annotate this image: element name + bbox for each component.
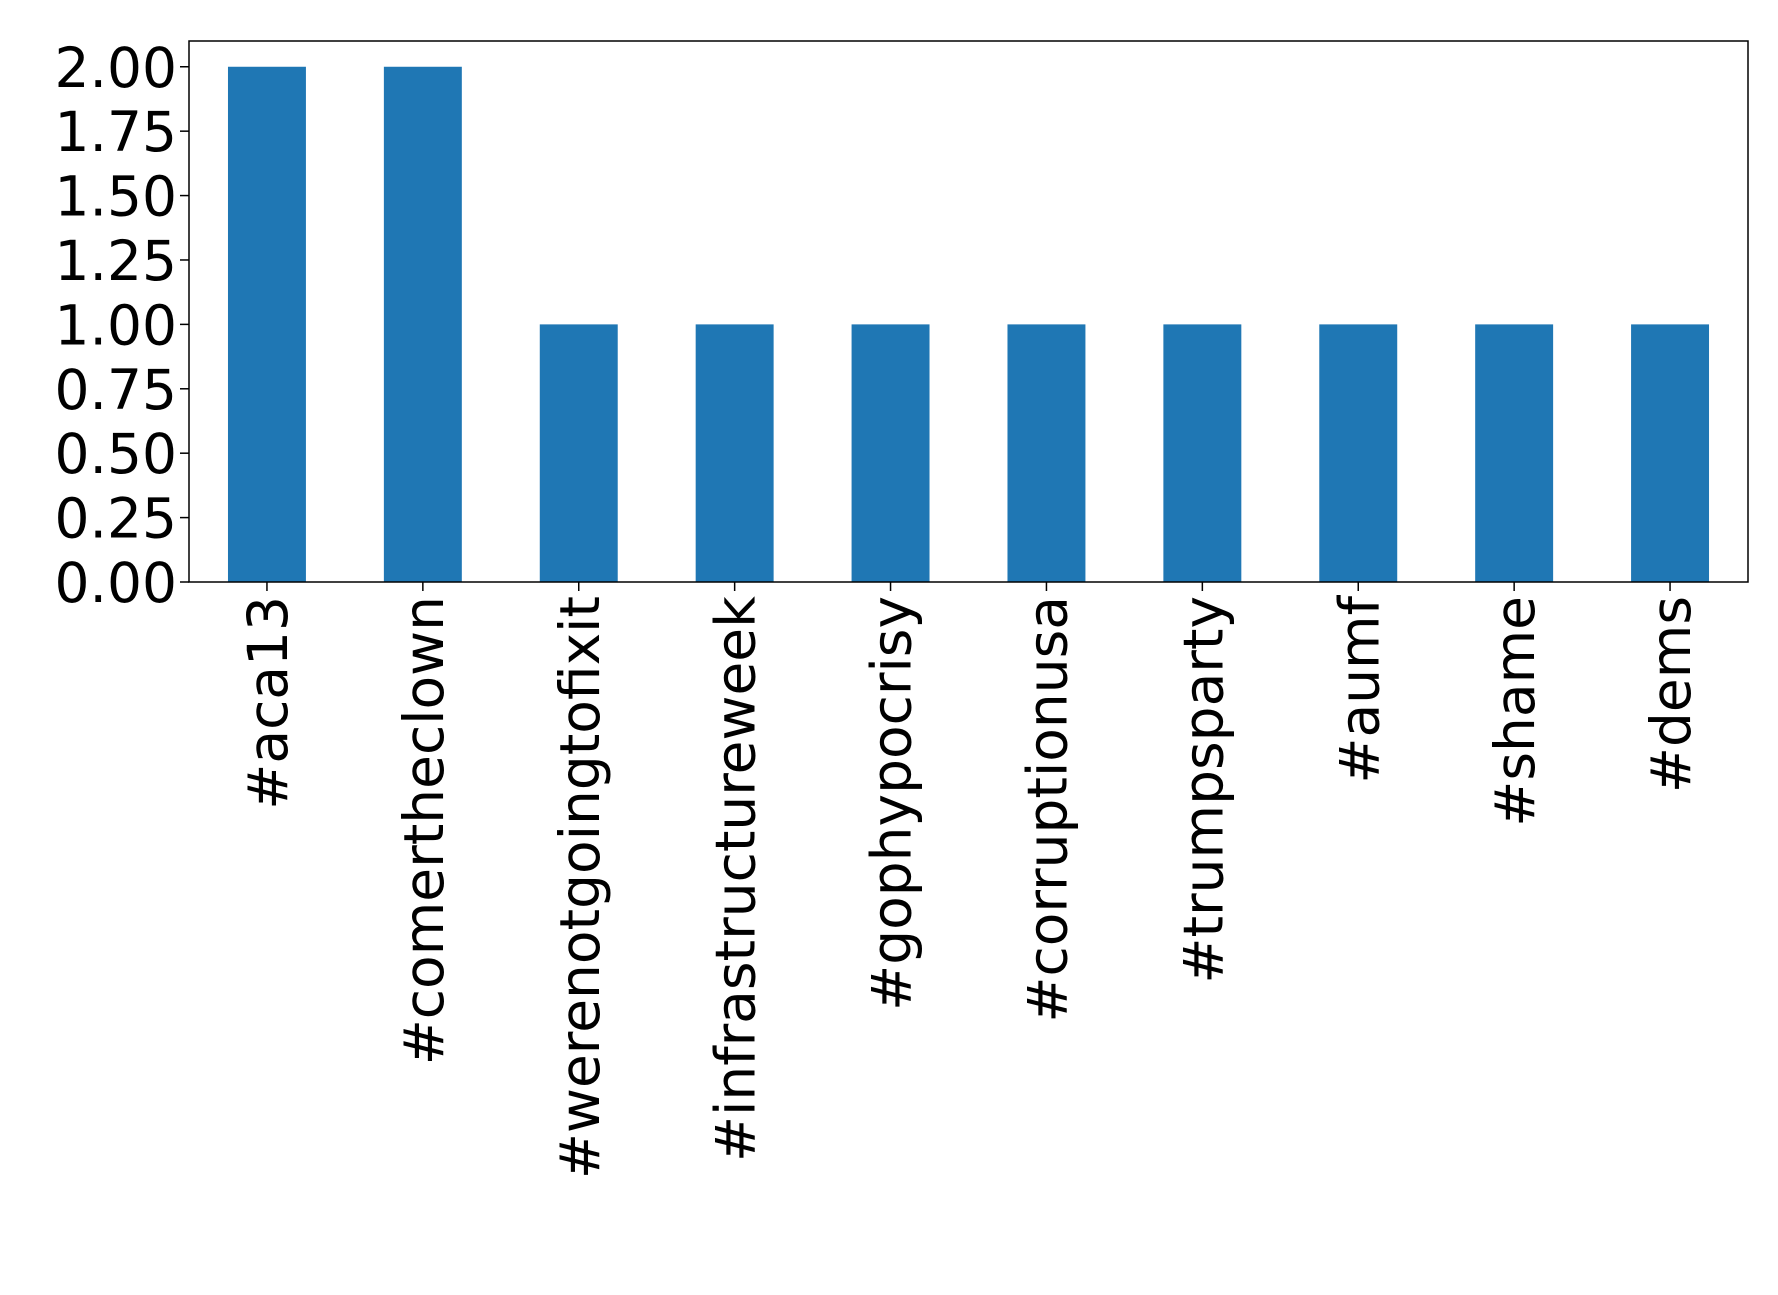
y-tick-label: 1.50	[55, 165, 177, 229]
y-tick-label: 1.00	[55, 293, 177, 357]
x-tick-label: #comertheclown	[392, 596, 456, 1065]
bar	[851, 324, 930, 582]
y-tick-label: 0.50	[55, 422, 177, 486]
y-tick-label: 0.75	[55, 358, 177, 422]
bar	[539, 324, 618, 582]
y-tick-label: 2.00	[55, 36, 177, 100]
x-tick-label: #aumf	[1327, 594, 1391, 783]
bar	[695, 324, 774, 582]
bar	[1475, 324, 1554, 582]
y-tick-label: 0.00	[55, 551, 177, 615]
bar	[1631, 324, 1710, 582]
bar	[1163, 324, 1242, 582]
bar	[1319, 324, 1398, 582]
x-tick-label: #infrastructureweek	[704, 596, 768, 1162]
bar	[1007, 324, 1086, 582]
bar	[383, 66, 462, 582]
x-tick-label: #aca13	[236, 596, 300, 810]
x-tick-label: #gophypocrisy	[860, 596, 924, 1011]
bar	[227, 66, 306, 582]
x-tick-label: #dems	[1639, 596, 1703, 793]
y-tick-label: 0.25	[55, 487, 177, 551]
x-tick-label: #corruptionusa	[1015, 596, 1079, 1023]
plot-frame	[188, 40, 1749, 583]
x-tick-label: #shame	[1483, 596, 1547, 827]
y-tick-label: 1.75	[55, 100, 177, 164]
x-tick-label: #werenotgoingtofixit	[548, 596, 612, 1179]
x-tick-label: #trumpsparty	[1171, 596, 1235, 984]
y-tick-label: 1.25	[55, 229, 177, 293]
